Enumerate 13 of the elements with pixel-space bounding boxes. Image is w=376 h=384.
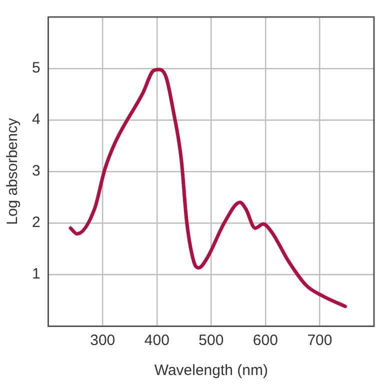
x-tick-label: 700 <box>307 332 332 350</box>
x-tick-label: 400 <box>144 332 170 350</box>
x-tick-label: 500 <box>198 332 224 350</box>
x-tick-label: 600 <box>252 332 278 350</box>
y-tick-label: 3 <box>32 162 40 180</box>
y-tick-label: 5 <box>32 60 40 77</box>
y-tick-label: 1 <box>32 266 40 283</box>
y-tick-label: 4 <box>32 111 40 128</box>
line-series <box>68 68 347 308</box>
y-tick-label: 2 <box>32 214 40 232</box>
x-axis-title: Wavelength (nm) <box>154 362 268 380</box>
x-tick-label: 300 <box>90 332 116 350</box>
y-axis-title: Log absorbency <box>4 118 22 225</box>
